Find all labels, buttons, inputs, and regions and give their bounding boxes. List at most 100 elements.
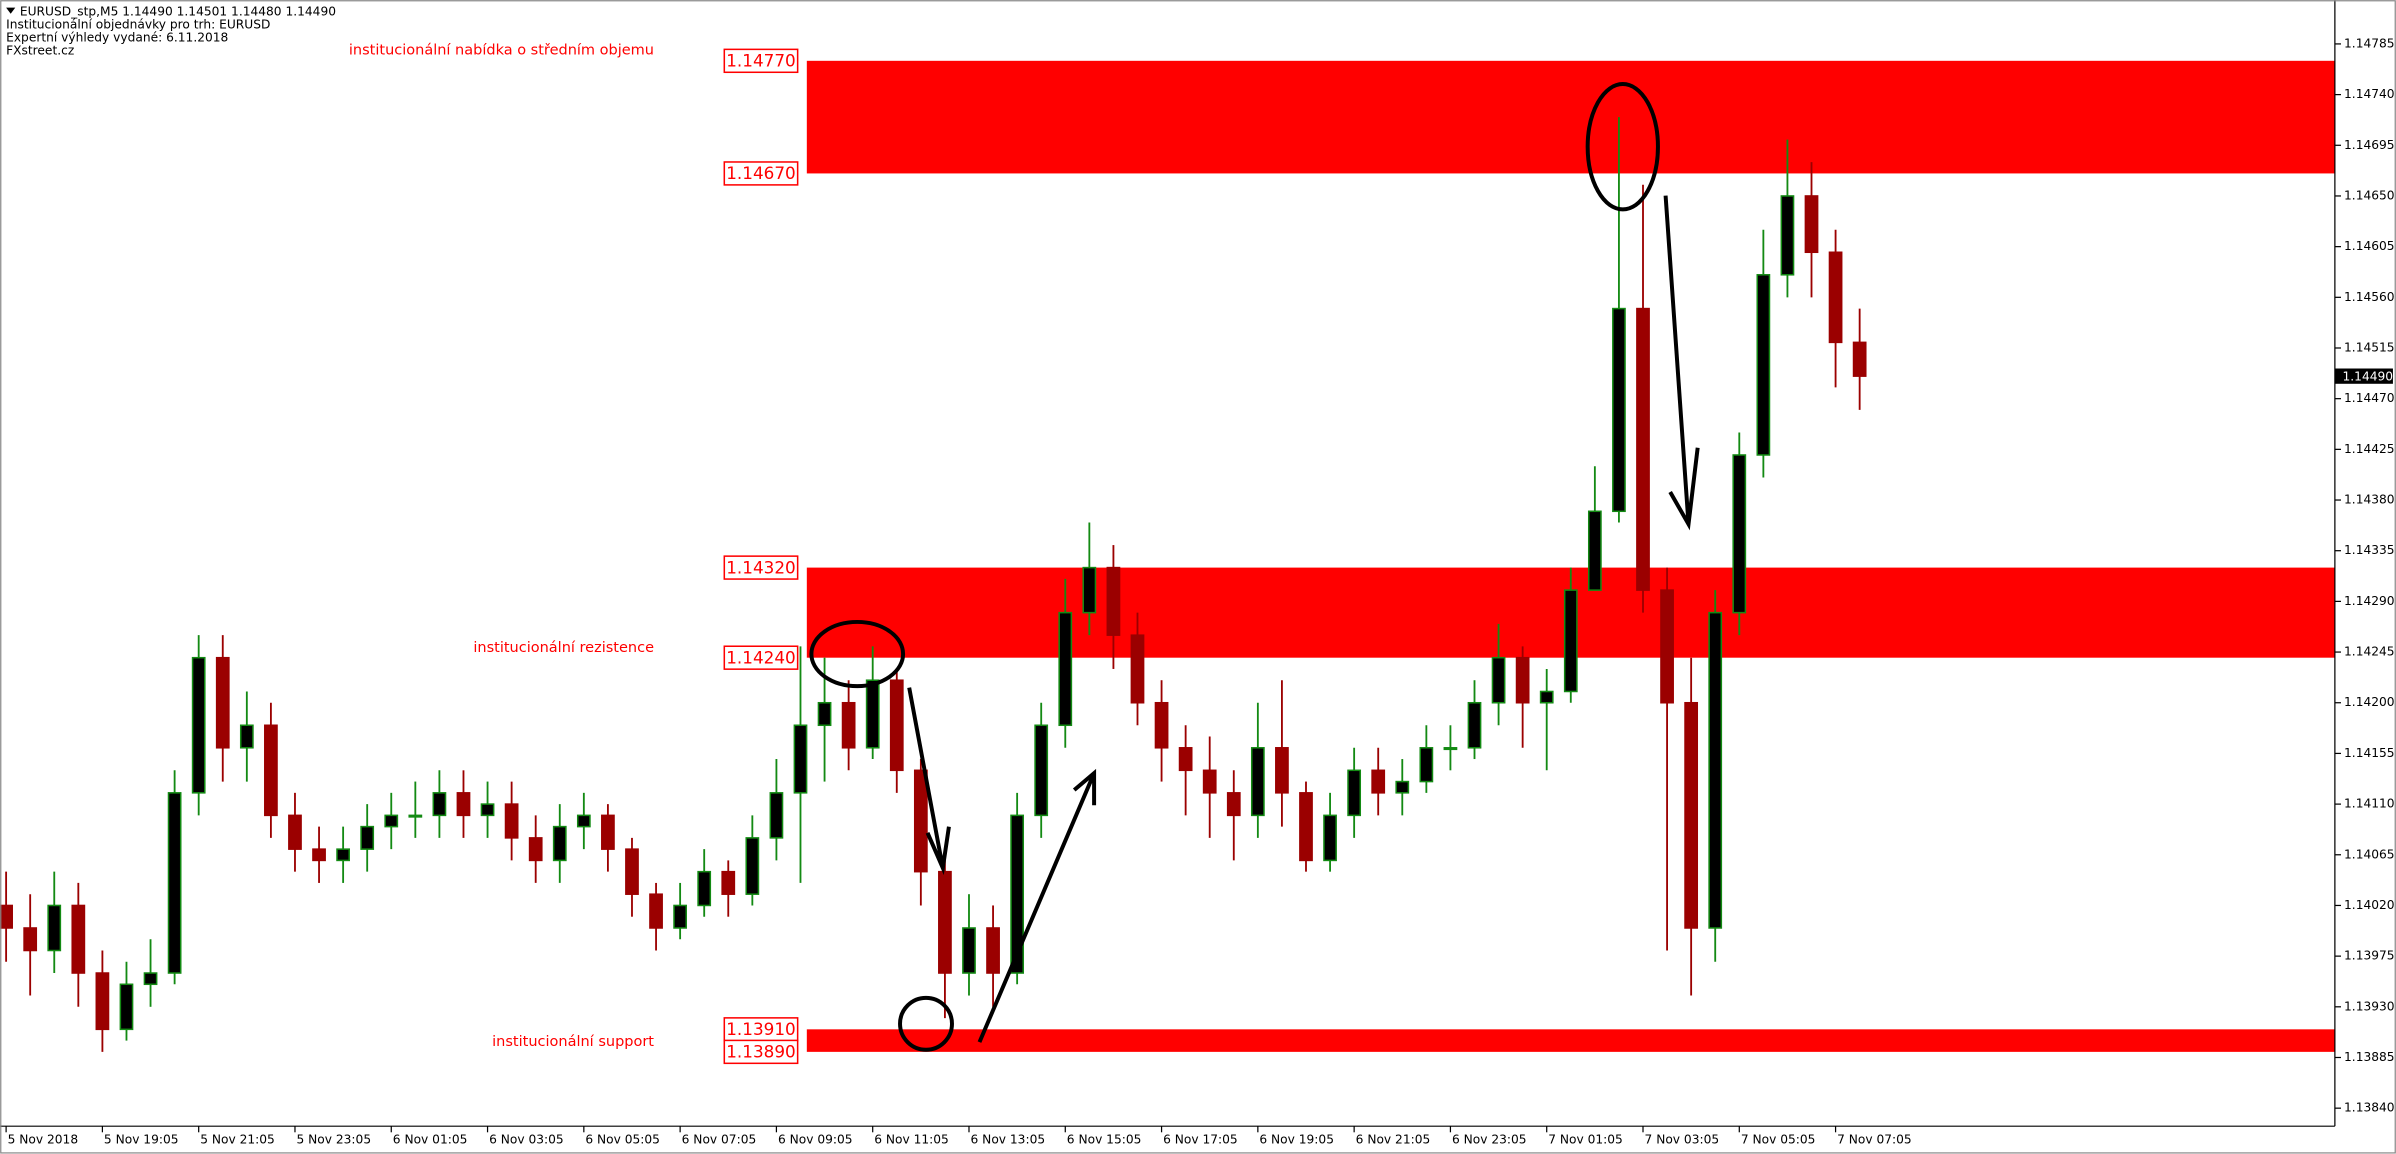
zone-price-label: 1.13890 (726, 1042, 795, 1062)
candle-body (264, 724, 278, 817)
y-tick-label: 1.14065 (2344, 847, 2395, 861)
candle-body (1299, 792, 1313, 862)
candle-body (1539, 690, 1554, 704)
candle-body (1443, 747, 1458, 751)
candle-body (1106, 566, 1121, 636)
candle-body (1178, 747, 1193, 772)
header-line: Institucionální objednávky pro trh: EURU… (6, 18, 270, 32)
candle-body (215, 656, 230, 749)
candle-body (71, 904, 86, 974)
y-tick-label: 1.14020 (2344, 898, 2395, 912)
candle-body (1130, 634, 1145, 704)
candle-body (1202, 769, 1217, 794)
candle-body (360, 825, 375, 850)
zone-price-label: 1.14320 (726, 557, 795, 577)
y-tick-label: 1.14155 (2344, 746, 2395, 760)
candle-body (143, 972, 158, 986)
y-tick-label: 1.14290 (2344, 594, 2395, 608)
candle-body (1250, 747, 1265, 817)
candle-body (1780, 195, 1795, 276)
y-tick-label: 1.14785 (2344, 36, 2395, 50)
x-tick-label: 7 Nov 03:05 (1645, 1132, 1720, 1146)
y-tick-label: 1.14605 (2344, 239, 2395, 253)
circle-annotation (1585, 82, 1660, 212)
y-tick-label: 1.13840 (2344, 1101, 2395, 1115)
header-line: FXstreet.cz (6, 44, 74, 58)
candle-body (673, 904, 688, 929)
candle-body (23, 927, 38, 952)
candle-body (1082, 566, 1097, 614)
header-line: Expertní výhledy vydané: 6.11.2018 (6, 31, 228, 45)
candle-body (1587, 510, 1602, 591)
candle-body (1323, 814, 1337, 862)
candle-body (408, 814, 423, 818)
candle-body (1491, 656, 1506, 704)
zone-price-box (723, 161, 799, 186)
candle-body (95, 972, 110, 1031)
candle-body (504, 803, 519, 839)
x-tick-label: 6 Nov 01:05 (393, 1132, 468, 1146)
y-tick-label: 1.14695 (2344, 138, 2395, 152)
arrow (907, 687, 951, 876)
y-tick-label: 1.14245 (2344, 645, 2395, 659)
chart-title: EURUSD_stp,M5 1.14490 1.14501 1.14480 1.… (20, 5, 336, 19)
candle-body (697, 870, 712, 907)
x-tick-label: 6 Nov 13:05 (971, 1132, 1046, 1146)
candle-body (1226, 792, 1241, 817)
arrow (977, 768, 1097, 1043)
zone (806, 1029, 2335, 1052)
circle-annotation (898, 995, 954, 1052)
candle-body (239, 724, 254, 749)
circle-annotation (809, 619, 906, 689)
candle-body (336, 848, 350, 862)
zone-name: institucionální support (492, 1034, 654, 1050)
candle-body (167, 792, 182, 974)
candle-body (1563, 589, 1578, 693)
candle-body (1058, 611, 1073, 727)
zone-price-label: 1.14670 (726, 163, 795, 183)
y-tick-label: 1.14650 (2344, 188, 2395, 202)
candle-body (649, 893, 663, 929)
candle-body (865, 679, 880, 749)
candle-body (1347, 769, 1362, 817)
candle-body (1756, 274, 1771, 456)
candle-body (793, 724, 808, 794)
x-tick-label: 6 Nov 09:05 (778, 1132, 853, 1146)
candle-body (745, 837, 760, 895)
candle-body (1636, 307, 1650, 591)
candle-body (191, 656, 206, 794)
x-tick-label: 6 Nov 07:05 (682, 1132, 757, 1146)
candle-body (817, 701, 832, 727)
y-tick-label: 1.14740 (2344, 87, 2395, 101)
candle-body (1467, 701, 1482, 749)
candle-body (432, 792, 447, 817)
candles (0, 117, 1867, 1052)
x-tick-label: 5 Nov 2018 (8, 1132, 79, 1146)
x-tick-label: 6 Nov 17:05 (1163, 1132, 1238, 1146)
candle-body (1708, 611, 1723, 929)
candle-body (288, 814, 302, 850)
x-tick-label: 6 Nov 19:05 (1259, 1132, 1334, 1146)
candle-body (1828, 251, 1843, 344)
candle-body (769, 792, 784, 839)
current-price-box (2334, 368, 2393, 384)
candle-body (1732, 454, 1747, 614)
candle-body (1371, 769, 1386, 794)
candle-body (1034, 724, 1049, 817)
y-tick-label: 1.14200 (2344, 695, 2395, 709)
zone-price-box (723, 645, 799, 670)
zone-name: institucionální nabídka o středním objem… (349, 42, 654, 58)
zone (806, 60, 2335, 174)
menu-triangle (6, 7, 16, 14)
candle-body (913, 769, 928, 873)
candle-body (312, 848, 326, 862)
zone-price-box (723, 555, 799, 580)
x-tick-label: 6 Nov 11:05 (874, 1132, 949, 1146)
y-tick-label: 1.14515 (2344, 340, 2395, 354)
candle-body (938, 870, 952, 974)
zone-price-box (723, 1039, 799, 1065)
candle-body (625, 848, 639, 895)
candle-body (1275, 747, 1289, 794)
candle-body (1419, 747, 1434, 783)
